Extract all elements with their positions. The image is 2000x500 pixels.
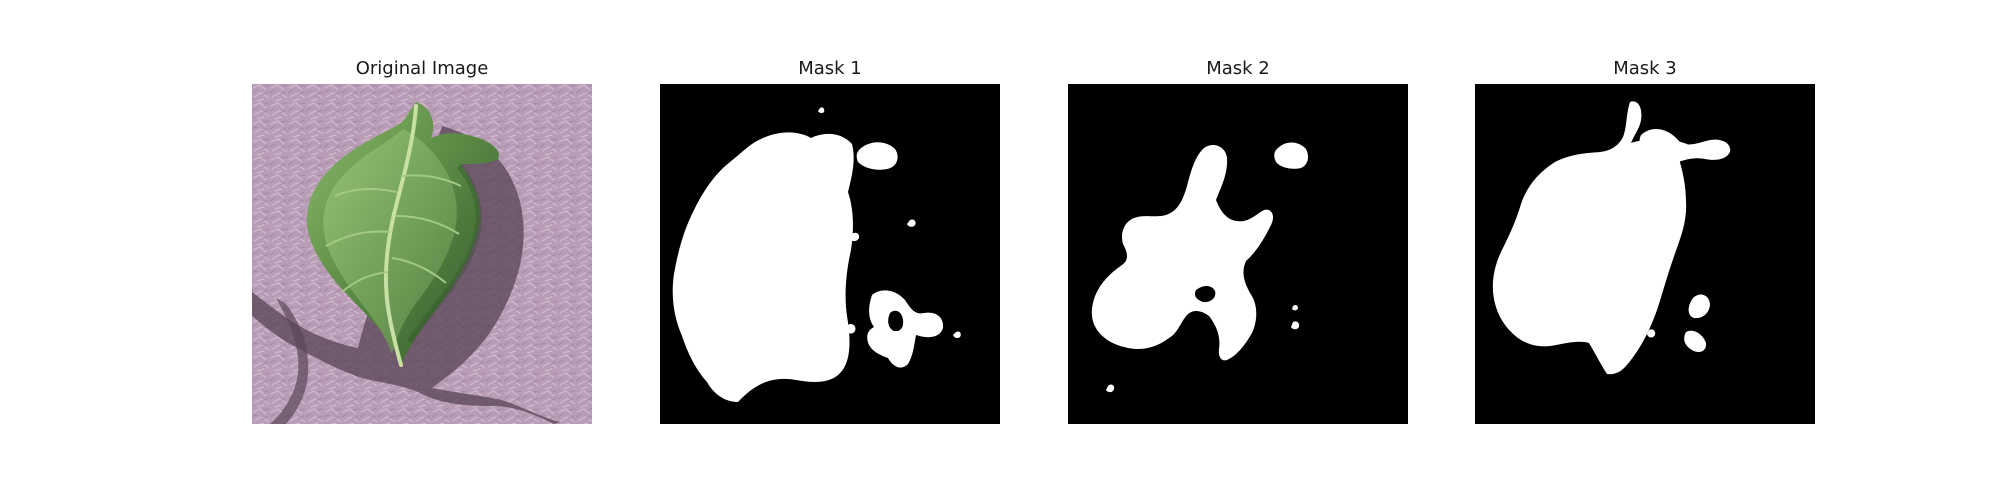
leaf-midrib bbox=[383, 104, 418, 367]
leaf-vein-right-3 bbox=[391, 257, 447, 284]
mask-2-image bbox=[1068, 84, 1408, 424]
mask-region-right-notch bbox=[888, 310, 904, 332]
mask-region-right-2 bbox=[1684, 330, 1707, 353]
leaf-vein-left-3 bbox=[341, 271, 389, 293]
mask-speck-3 bbox=[1292, 304, 1298, 311]
mask-speck-1 bbox=[1106, 384, 1115, 393]
mask-region-top-right bbox=[856, 142, 898, 170]
mask-region-gap-1 bbox=[1194, 285, 1216, 303]
original-image bbox=[252, 84, 592, 424]
mask-1-image bbox=[660, 84, 1000, 424]
mask-speck-5 bbox=[818, 107, 825, 114]
panel-mask-3: Mask 3 bbox=[1475, 0, 1815, 430]
mask-region-top-right bbox=[1274, 142, 1309, 169]
mask-3-image bbox=[1475, 84, 1815, 424]
mask-region-main bbox=[1492, 101, 1694, 375]
leaf-shadow-tail bbox=[270, 298, 309, 424]
mask-region-right-1 bbox=[1688, 294, 1710, 319]
mask-speck-1 bbox=[850, 232, 860, 242]
mask-region-main bbox=[1091, 144, 1274, 361]
leaf-vein-left-1 bbox=[334, 188, 398, 197]
mask-speck-2 bbox=[907, 219, 916, 227]
leaf-edge-shade bbox=[407, 164, 483, 344]
panel-title-original-image: Original Image bbox=[355, 58, 489, 79]
panel-title-mask-2: Mask 2 bbox=[1206, 58, 1270, 79]
mask-region-top-right bbox=[1639, 129, 1731, 164]
panel-original-image: Original Image bbox=[252, 0, 592, 430]
panel-mask-2: Mask 2 bbox=[1068, 0, 1408, 430]
mask-speck-4 bbox=[846, 323, 856, 334]
leaf-vein-right-1 bbox=[401, 174, 462, 187]
panel-title-mask-1: Mask 1 bbox=[798, 58, 862, 79]
mask-region-right-cluster bbox=[867, 290, 944, 368]
mask-region-main bbox=[672, 132, 854, 402]
mask-speck-3 bbox=[953, 331, 961, 339]
leaf-vein-right-2 bbox=[395, 215, 460, 235]
leaf-vein-left-2 bbox=[325, 230, 391, 247]
panel-mask-1: Mask 1 bbox=[660, 0, 1000, 430]
mask-speck-1 bbox=[1647, 329, 1656, 338]
mask-speck-2 bbox=[1291, 321, 1300, 330]
panel-title-mask-3: Mask 3 bbox=[1613, 58, 1677, 79]
mask-speck-2 bbox=[1518, 323, 1527, 333]
